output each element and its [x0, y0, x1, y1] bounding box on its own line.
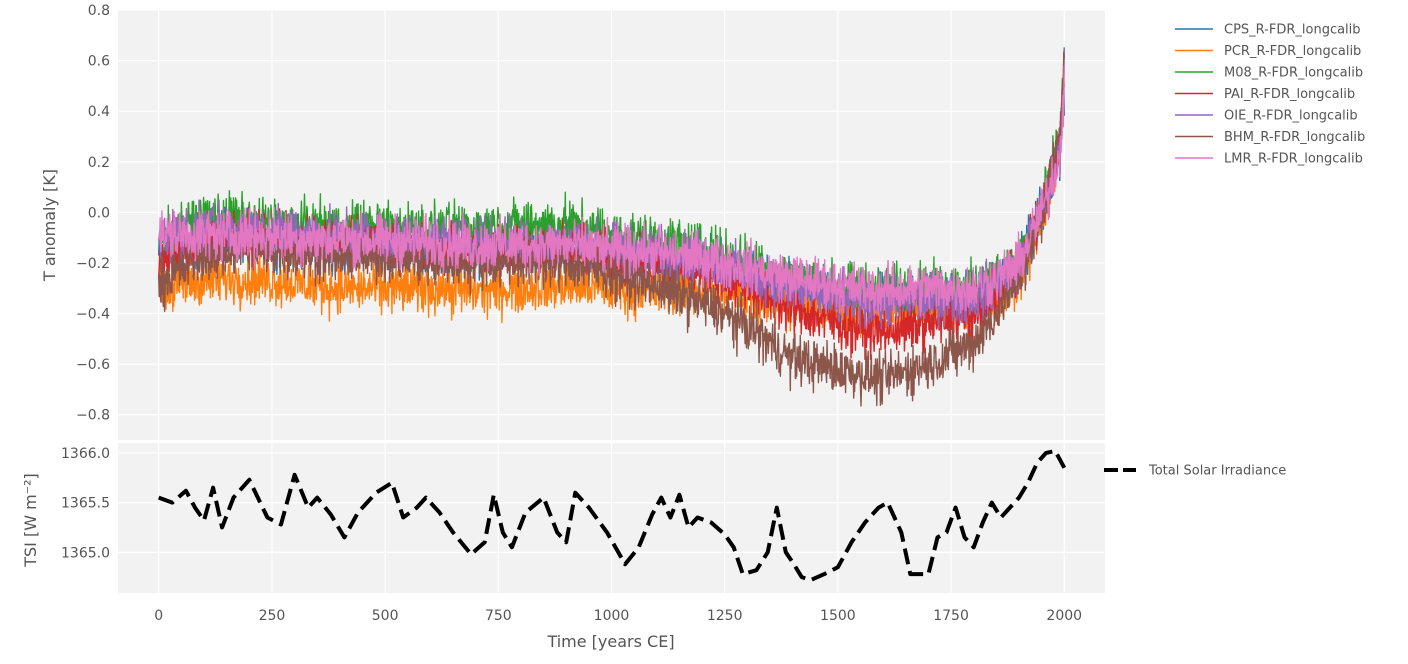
tsi-y-tick-label: 1366.0: [61, 446, 110, 462]
tsi-y-axis-label: TSI [W m⁻²]: [21, 473, 40, 568]
x-tick-label: 1000: [594, 608, 630, 624]
legend-label-pai-r-fdr-longcalib: PAI_R-FDR_longcalib: [1224, 87, 1355, 102]
x-tick-label: 250: [259, 608, 286, 624]
series-line-total-solar-irradiance: [158, 448, 1067, 583]
temperature-y-tick-label: −0.8: [76, 408, 110, 424]
temperature-y-tick-label: 0.2: [88, 155, 110, 171]
tsi-panel: 1365.0 1365.5 1366.0 TSI [W m⁻²] Total Sol…: [21, 443, 1286, 593]
series-line-bhm-r-fdr-longcalib: [158, 52, 1065, 407]
tsi-series: [158, 448, 1067, 583]
x-tick-label: 2000: [1046, 608, 1082, 624]
temperature-y-tick-label: 0.8: [88, 3, 110, 19]
temperature-gridlines: [118, 9, 1105, 440]
x-tick-label: 1750: [933, 608, 969, 624]
temperature-y-tick-label: 0.4: [88, 104, 110, 120]
temperature-y-tick-label: 0.0: [88, 205, 110, 221]
tsi-y-tick-label: 1365.0: [61, 545, 110, 561]
x-tick-label: 500: [372, 608, 399, 624]
temperature-legend: CPS_R-FDR_longcalib PCR_R-FDR_longcalib M0…: [1175, 23, 1365, 167]
temperature-y-ticks: −0.8 −0.6 −0.4 −0.2 0.0 0.2 0.4 0.6 0.8: [76, 3, 110, 424]
legend-label-bhm-r-fdr-longcalib: BHM_R-FDR_longcalib: [1224, 130, 1365, 145]
x-tick-label: 1250: [707, 608, 743, 624]
x-tick-label: 0: [154, 608, 163, 624]
tsi-legend: Total Solar Irradiance: [1104, 464, 1286, 479]
legend-label-lmr-r-fdr-longcalib: LMR_R-FDR_longcalib: [1224, 152, 1363, 167]
tsi-y-tick-label: 1365.5: [61, 496, 110, 512]
temperature-series: [158, 47, 1065, 407]
temperature-y-axis-label: T anomaly [K]: [40, 169, 59, 282]
temperature-y-tick-label: −0.6: [76, 357, 110, 373]
x-tick-label: 1500: [820, 608, 856, 624]
temperature-panel: −0.8 −0.6 −0.4 −0.2 0.0 0.2 0.4 0.6 0.8 T anomal…: [40, 3, 1365, 440]
tsi-y-ticks: 1365.0 1365.5 1366.0: [61, 446, 110, 561]
x-tick-label: 750: [485, 608, 512, 624]
legend-label-m08-r-fdr-longcalib: M08_R-FDR_longcalib: [1224, 66, 1363, 81]
x-axis-label: Time [years CE]: [546, 632, 674, 651]
legend-label-oie-r-fdr-longcalib: OIE_R-FDR_longcalib: [1224, 109, 1358, 124]
series-line-lmr-r-fdr-longcalib: [158, 65, 1065, 317]
temperature-y-tick-label: −0.2: [76, 256, 110, 272]
temperature-y-tick-label: 0.6: [88, 54, 110, 70]
temperature-y-tick-label: −0.4: [76, 307, 110, 323]
x-axis-ticks: 0 250 500 750 1000 1250 1500 1750 2000: [154, 608, 1082, 624]
legend-label-total-solar-irradiance: Total Solar Irradiance: [1148, 464, 1286, 479]
legend-label-pcr-r-fdr-longcalib: PCR_R-FDR_longcalib: [1224, 44, 1361, 59]
legend-label-cps-r-fdr-longcalib: CPS_R-FDR_longcalib: [1224, 23, 1361, 38]
